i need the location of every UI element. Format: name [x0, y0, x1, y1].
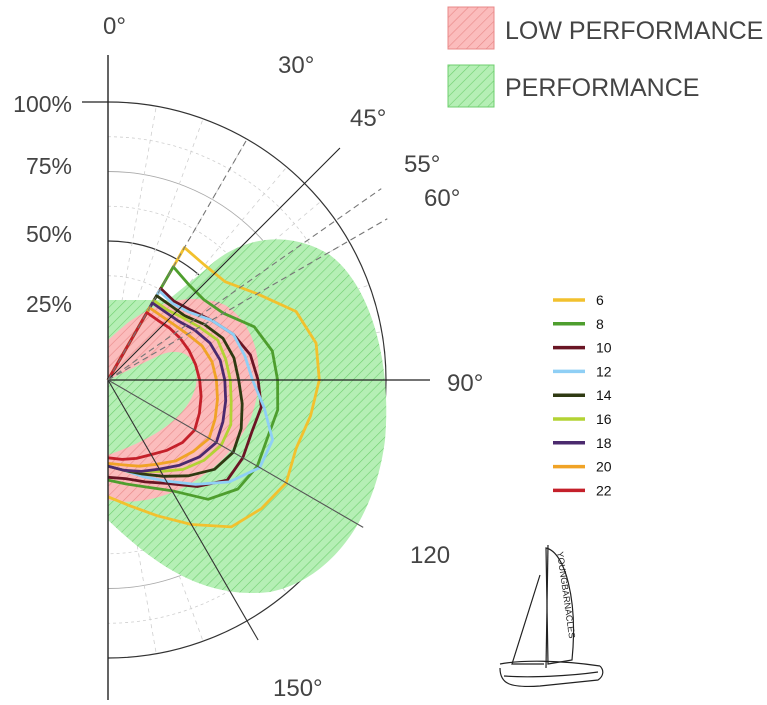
radial-label-75: 75% [26, 153, 72, 179]
radial-label-25: 25% [26, 291, 72, 317]
logo-hull-line [503, 671, 599, 678]
series-line-8 [106, 265, 280, 501]
angle-label-90: 90° [447, 370, 483, 397]
radial-label-100: 100% [13, 91, 72, 117]
spoke-20 [107, 118, 204, 381]
series-line-20 [106, 306, 219, 468]
radial-labels: 25% 50% 75% 100% [13, 91, 72, 317]
series-line-6 [106, 246, 321, 529]
legend-label-10: 10 [596, 340, 612, 356]
angle-labels: 0° 30° 45° 55° 60° 90° 120 150° [103, 13, 483, 702]
spoke-40 [107, 166, 288, 381]
legend-label-22: 22 [596, 482, 612, 498]
performance-swatch [447, 64, 495, 108]
angle-label-55: 55° [404, 151, 440, 178]
catamaran-logo [499, 544, 604, 688]
series-line-18 [106, 301, 228, 473]
series-lines [106, 246, 321, 529]
angle-label-30: 30° [278, 52, 314, 79]
legend-label-18: 18 [596, 435, 612, 451]
series-line-10 [106, 287, 263, 488]
axis-45 [107, 147, 341, 381]
series-legend: 6 8 10 12 14 16 18 20 22 [553, 292, 612, 498]
legend-label-8: 8 [596, 316, 604, 332]
legend-label-16: 16 [596, 411, 612, 427]
spoke-10 [107, 106, 157, 381]
angle-label-45: 45° [350, 105, 386, 132]
logo-sail [545, 547, 575, 665]
polar-axes [82, 55, 430, 700]
performance-areas [108, 239, 387, 594]
angle-label-120: 120 [410, 542, 450, 569]
logo-hull [499, 665, 604, 688]
series-line-12 [106, 289, 274, 486]
axis-30 [107, 138, 248, 381]
logo-jib [511, 574, 544, 665]
angle-label-60: 60° [424, 185, 460, 212]
legend-label-6: 6 [596, 292, 604, 308]
series-line-16 [106, 299, 233, 473]
performance-label: PERFORMANCE [505, 74, 699, 102]
angle-label-0: 0° [103, 13, 126, 40]
axis-150 [107, 379, 259, 641]
low-performance-swatch [447, 6, 495, 50]
series-line-22 [106, 311, 203, 461]
angle-label-150: 150° [273, 675, 323, 702]
logo-hull-top [499, 660, 601, 667]
axis-120 [107, 379, 364, 528]
axis-60 [107, 218, 388, 381]
series-line-14 [106, 294, 244, 478]
legend-label-12: 12 [596, 363, 612, 379]
legend-label-20: 20 [596, 459, 612, 475]
legend-label-14: 14 [596, 387, 612, 403]
radial-label-50: 50% [26, 221, 72, 247]
axis-55 [107, 188, 382, 381]
low-performance-label: LOW PERFORMANCE [505, 17, 763, 45]
area-legend: LOW PERFORMANCE PERFORMANCE [447, 6, 763, 108]
logo-text: YOUNGBARNACLES [555, 551, 577, 639]
